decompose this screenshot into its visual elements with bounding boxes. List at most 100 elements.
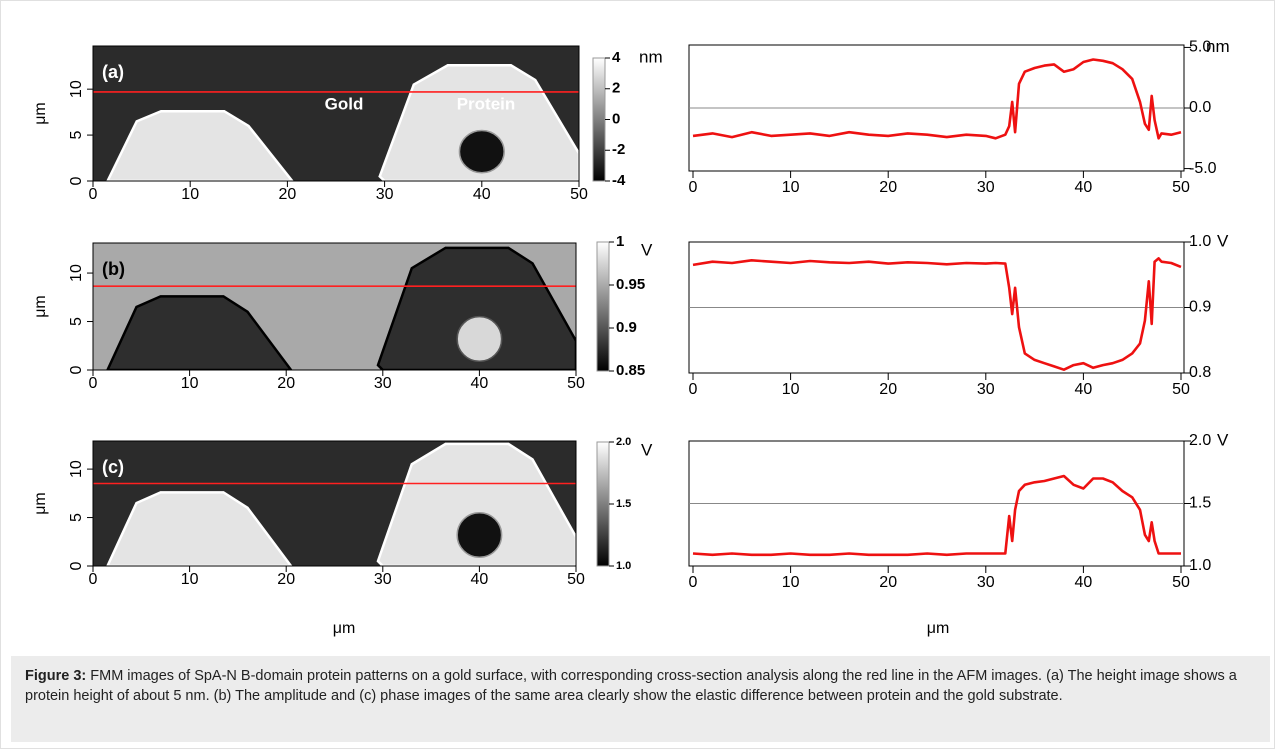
colorbar-unit: V (641, 240, 653, 259)
colorbar-label: 1.5 (616, 498, 631, 510)
x-tick-label: 0 (689, 381, 698, 398)
x-tick-label: 0 (689, 179, 698, 196)
pattern-hole (456, 315, 503, 363)
x-tick-label: 30 (374, 375, 392, 392)
image-frame (92, 440, 577, 567)
profile-line (692, 474, 1181, 557)
x-tick-label: 10 (782, 381, 800, 398)
y-tick-label: 5 (68, 317, 85, 326)
y-tick-label: 5 (68, 513, 85, 522)
y-unit: V (1217, 430, 1229, 449)
y-tick-label: 1.0 (1189, 233, 1211, 250)
x-tick-label: 40 (1075, 574, 1093, 591)
pattern-shape (106, 491, 293, 566)
x-tick-label: 50 (567, 571, 585, 588)
pattern-shape (376, 246, 576, 370)
colorbar-label: -4 (612, 172, 626, 189)
x-tick-label: 50 (1172, 179, 1190, 196)
panel-label: (b) (102, 259, 125, 279)
x-tick-label: 0 (89, 571, 98, 588)
y-axis-label: μm (32, 102, 49, 125)
x-tick-label: 0 (689, 574, 698, 591)
x-tick-label: 40 (471, 571, 489, 588)
caption: Figure 3: FMM images of SpA-N B-domain p… (11, 656, 1270, 742)
x-tick-label: 20 (277, 375, 295, 392)
colorbar-label: 0 (612, 110, 620, 127)
y-tick-label: 0.9 (1189, 299, 1211, 316)
x-tick-label: 40 (1075, 179, 1093, 196)
caption-text: FMM images of SpA-N B-domain protein pat… (25, 668, 1237, 704)
y-axis-label: μm (32, 295, 49, 318)
image-frame (92, 242, 577, 371)
pattern-shape (378, 64, 579, 181)
x-tick-label: 20 (879, 381, 897, 398)
colorbar (592, 57, 606, 182)
pattern-hole (456, 511, 503, 559)
image-frame (92, 45, 580, 182)
y-unit: nm (1206, 37, 1230, 56)
x-tick-label: 50 (567, 375, 585, 392)
afm-image (93, 441, 576, 566)
annotation: Gold (325, 94, 364, 113)
colorbar-label: -2 (612, 141, 625, 158)
colorbar-label: 1.0 (616, 560, 631, 572)
colorbar-label: 2.0 (616, 436, 631, 448)
panel-label: (a) (102, 62, 124, 82)
x-tick-label: 30 (376, 186, 394, 203)
x-tick-label: 0 (89, 186, 98, 203)
y-tick-label: 5 (68, 131, 85, 140)
colorbar (596, 441, 610, 567)
x-tick-label: 30 (977, 179, 995, 196)
y-tick-label: 1.0 (1189, 557, 1211, 574)
colorbar-label: 4 (612, 49, 621, 66)
x-tick-label: 30 (374, 571, 392, 588)
x-tick-label: 40 (1075, 381, 1093, 398)
x-tick-label: 20 (879, 574, 897, 591)
afm-image (93, 46, 579, 181)
x-tick-label: 10 (181, 375, 199, 392)
x-tick-label: 40 (473, 186, 491, 203)
y-tick-label: 2.0 (1189, 432, 1211, 449)
y-unit: V (1217, 231, 1229, 250)
colorbar-label: 2 (612, 80, 620, 97)
y-tick-label: 0.8 (1189, 364, 1211, 381)
x-tick-label: 50 (1172, 574, 1190, 591)
y-tick-label: 1.5 (1189, 495, 1211, 512)
y-tick-label: 0 (68, 176, 85, 185)
x-tick-label: 40 (471, 375, 489, 392)
x-tick-label: 10 (181, 571, 199, 588)
afm-image (93, 243, 576, 370)
y-tick-label: 5.0 (1189, 39, 1211, 56)
x-tick-label: 10 (782, 179, 800, 196)
y-tick-label: 0.0 (1189, 99, 1211, 116)
colorbar-label: 0.9 (616, 319, 637, 336)
x-axis-label: μm (927, 620, 950, 637)
colorbar (596, 241, 610, 372)
pattern-shape (376, 442, 576, 566)
colorbar-unit: V (641, 440, 653, 459)
y-axis-label: μm (32, 492, 49, 515)
x-tick-label: 0 (89, 375, 98, 392)
pattern-hole (458, 129, 505, 174)
colorbar-label: 0.95 (616, 276, 645, 293)
colorbar-label: 1 (616, 233, 624, 250)
x-tick-label: 10 (181, 186, 199, 203)
annotation: Protein (457, 94, 516, 113)
pattern-shape (106, 295, 293, 370)
x-tick-label: 50 (1172, 381, 1190, 398)
profile-line (692, 58, 1182, 140)
y-tick-label: -5.0 (1189, 160, 1217, 177)
colorbar-unit: nm (639, 47, 663, 66)
x-tick-label: 30 (977, 574, 995, 591)
y-tick-label: 10 (68, 264, 85, 282)
pattern-shape (106, 109, 294, 181)
x-tick-label: 20 (279, 186, 297, 203)
profile-line (692, 257, 1182, 371)
y-tick-label: 10 (68, 80, 85, 98)
y-tick-label: 10 (68, 460, 85, 478)
y-tick-label: 0 (68, 365, 85, 374)
x-tick-label: 10 (782, 574, 800, 591)
x-axis-label: μm (333, 620, 356, 637)
